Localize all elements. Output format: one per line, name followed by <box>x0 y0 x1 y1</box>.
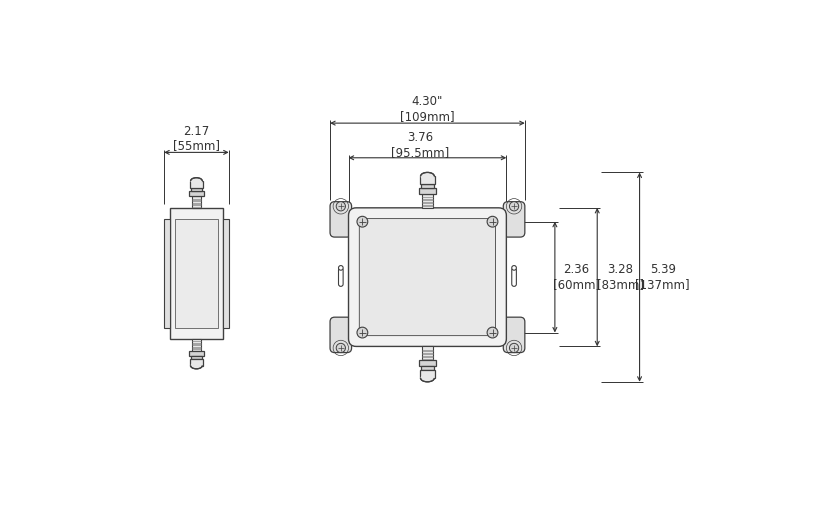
Circle shape <box>509 343 519 353</box>
Circle shape <box>339 265 343 270</box>
Circle shape <box>336 343 345 353</box>
FancyBboxPatch shape <box>339 268 343 286</box>
Bar <box>171 208 223 339</box>
Ellipse shape <box>191 178 202 184</box>
Bar <box>419 176 435 184</box>
Circle shape <box>487 217 498 227</box>
Bar <box>223 219 228 328</box>
Circle shape <box>357 327 368 338</box>
FancyBboxPatch shape <box>503 202 525 237</box>
Bar <box>419 188 436 194</box>
FancyBboxPatch shape <box>348 208 507 346</box>
Bar <box>190 181 203 188</box>
Bar <box>422 194 432 208</box>
Ellipse shape <box>191 362 202 369</box>
Text: 3.28
[83mm]: 3.28 [83mm] <box>596 263 644 291</box>
Text: 2.17
[55mm]: 2.17 [55mm] <box>173 124 220 153</box>
Bar <box>164 219 171 328</box>
Circle shape <box>512 265 517 270</box>
FancyBboxPatch shape <box>330 202 352 237</box>
Bar <box>422 346 432 360</box>
Bar <box>192 196 201 208</box>
Circle shape <box>487 327 498 338</box>
Circle shape <box>336 202 345 211</box>
Bar <box>420 184 434 188</box>
Bar <box>189 191 204 196</box>
Bar <box>419 360 436 367</box>
Bar <box>191 188 202 191</box>
Bar <box>420 367 434 370</box>
Bar <box>175 219 218 328</box>
Bar <box>192 339 201 351</box>
Text: 2.36
[60mm]: 2.36 [60mm] <box>553 263 600 291</box>
Text: 5.39
[137mm]: 5.39 [137mm] <box>636 263 690 291</box>
FancyBboxPatch shape <box>503 317 525 353</box>
Bar <box>419 370 435 378</box>
Bar <box>189 351 204 356</box>
Ellipse shape <box>420 172 434 180</box>
Circle shape <box>357 217 368 227</box>
Circle shape <box>509 202 519 211</box>
Bar <box>190 359 203 365</box>
Ellipse shape <box>420 374 434 382</box>
Text: 4.30"
[109mm]: 4.30" [109mm] <box>400 95 455 123</box>
FancyBboxPatch shape <box>330 317 352 353</box>
FancyBboxPatch shape <box>359 219 495 336</box>
Bar <box>191 356 202 359</box>
FancyBboxPatch shape <box>512 268 517 286</box>
Text: 3.76
[95.5mm]: 3.76 [95.5mm] <box>391 131 449 159</box>
